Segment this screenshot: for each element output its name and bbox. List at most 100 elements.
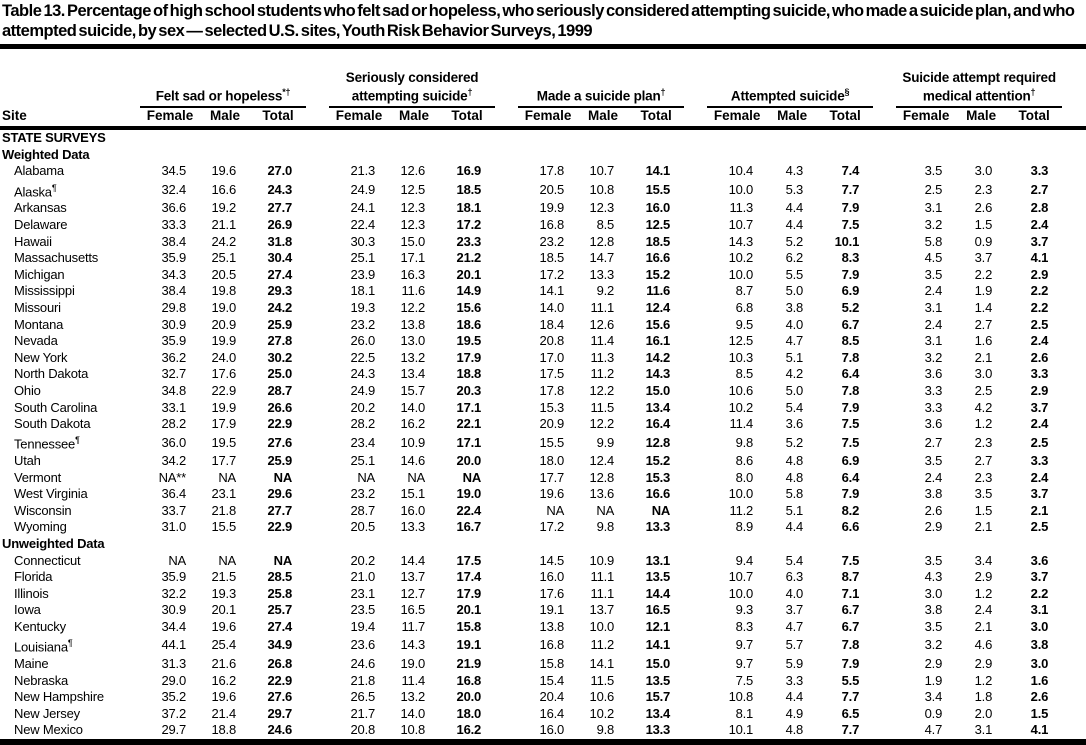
value-cell: 14.7 [589,250,615,266]
column-group-label: Suicide attempt required medical attenti… [902,69,1056,104]
value-cell: 34.4 [161,618,186,634]
value-cell: 14.4 [400,552,426,568]
value-cell: 19.9 [211,399,236,415]
value-cell: 16.2 [211,672,236,688]
value-cell: 3.3 [1030,453,1049,469]
section-header-row: STATE SURVEYS [0,130,1086,147]
value-cell: 3.1 [1030,602,1049,618]
column-gap-cell [1062,416,1086,433]
column-gap-cell [1062,635,1086,655]
value-cell: 9.7 [735,655,754,671]
value-cell: 14.9 [456,283,482,299]
value-cell: 30.2 [267,349,293,365]
value-cell: NA [273,469,293,485]
column-gap-cell [684,569,707,586]
value-cell: 23.5 [350,602,376,618]
value-cell: 11.5 [590,399,615,415]
value-cell: 20.1 [456,266,482,282]
table-row: New York 36.2 24.0 30.2 22.5 13.2 17.9 17.0 11.3… [0,349,1086,366]
column-gap-cell [1062,383,1086,400]
value-cell: 3.0 [974,163,993,179]
column-gap-cell [495,519,518,536]
value-cell: 10.9 [589,552,615,568]
table-row: New Jersey 37.2 21.4 29.7 21.7 14.0 18.0 16.4 10… [0,705,1086,722]
column-gap-cell [495,283,518,300]
value-cell: 28.7 [350,502,376,518]
site-cell: Louisiana¶ [14,638,73,655]
value-cell: 16.3 [400,266,426,282]
value-cell: 17.5 [456,552,482,568]
value-cell: 16.8 [456,672,482,688]
table-row: Hawaii 38.4 24.2 31.8 30.3 15.0 23.3 23.2 12.8 18… [0,233,1086,250]
value-cell: 1.5 [974,502,993,518]
table-header: Site Felt sad or hopeless*† Seriously cons… [0,49,1086,126]
value-cell: 3.8 [924,602,943,618]
value-cell: 23.9 [350,266,376,282]
value-cell: 14.3 [645,366,671,382]
column-gap-cell [495,672,518,689]
value-cell: 4.4 [785,689,804,705]
table-row: Nevada 35.9 19.9 27.8 26.0 13.0 19.5 20.8 11.4 16… [0,333,1086,350]
column-gap-cell [495,689,518,706]
value-cell: 7.8 [841,349,860,365]
value-cell: 22.9 [267,416,293,432]
value-cell: 24.6 [350,655,376,671]
value-cell: 10.0 [728,486,754,502]
value-cell: 4.8 [785,469,804,485]
value-cell: 4.9 [785,705,804,721]
column-gap-cell [1062,586,1086,603]
column-gap-cell [684,689,707,706]
value-cell: 29.0 [161,672,186,688]
value-cell: 11.1 [590,569,615,585]
column-gap-cell [495,619,518,636]
column-gap-cell [684,672,707,689]
value-cell: 6.7 [841,618,860,634]
column-gap-cell [684,163,707,180]
value-cell: 7.7 [841,722,860,738]
value-cell: 2.6 [1030,349,1049,365]
value-cell: 12.5 [400,181,426,197]
column-gap-cell [1062,453,1086,470]
value-cell: 2.6 [974,200,993,216]
column-gap-cell [873,366,896,383]
value-cell: 18.4 [539,316,565,332]
value-cell: 3.3 [1030,366,1049,382]
value-cell: 25.7 [267,602,293,618]
value-cell: 30.9 [161,602,186,618]
value-cell: 4.8 [785,453,804,469]
value-cell: 24.9 [350,181,376,197]
value-cell: 2.0 [974,705,993,721]
value-cell: 4.4 [785,200,804,216]
value-cell: 13.3 [400,519,426,535]
value-cell: 2.1 [974,618,993,634]
column-gap-cell [873,519,896,536]
column-group-header: Felt sad or hopeless*† [140,49,307,108]
column-gap-cell [1062,672,1086,689]
value-cell: NA** [158,469,187,485]
value-cell: 2.4 [1030,416,1049,432]
column-gap-cell [684,333,707,350]
column-gap-cell [306,689,329,706]
column-gap-cell [1062,722,1086,739]
site-cell: Tennessee¶ [14,435,80,452]
column-gap-cell [873,722,896,739]
value-cell: 10.7 [728,569,754,585]
column-gap-cell [873,486,896,503]
table-row: Wyoming 31.0 15.5 22.9 20.5 13.3 16.7 17.2 9.8 13… [0,519,1086,536]
column-gap-cell [306,656,329,673]
column-gap-cell [684,366,707,383]
value-cell: 4.0 [785,316,804,332]
value-cell: 16.1 [645,333,671,349]
value-cell: 11.3 [590,349,615,365]
value-cell: 15.3 [645,469,671,485]
value-cell: NA [273,552,293,568]
value-cell: 23.2 [350,316,376,332]
column-gap-cell [495,200,518,217]
value-cell: 8.9 [735,519,754,535]
value-cell: 27.6 [267,689,293,705]
value-cell: 9.7 [735,637,754,653]
value-cell: 1.6 [974,333,993,349]
value-cell: 5.1 [785,349,804,365]
column-group-header: Made a suicide plan† [518,49,685,108]
value-cell: 4.4 [785,217,804,232]
